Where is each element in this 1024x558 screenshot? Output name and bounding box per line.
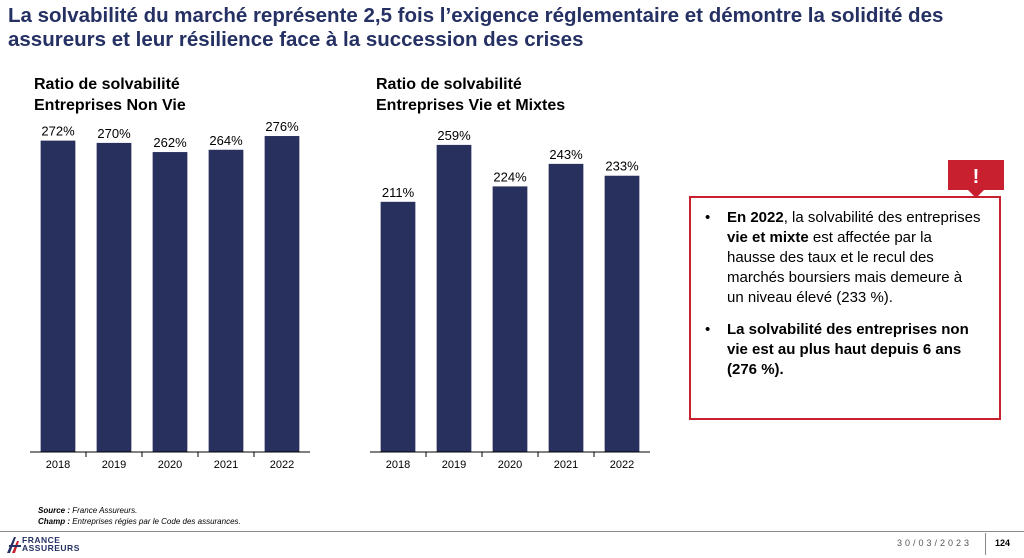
data-label-2019: 270% xyxy=(97,126,131,141)
bar-2020 xyxy=(492,186,528,452)
tick-label-2018: 2018 xyxy=(46,459,70,471)
data-label-2021: 243% xyxy=(549,147,583,162)
bar-2021 xyxy=(548,163,584,452)
footer-date: 30/03/2023 xyxy=(897,538,973,548)
bar-2021 xyxy=(208,149,244,453)
bar-2022 xyxy=(604,175,640,452)
chart-2-title: Ratio de solvabilité Entreprises Vie et … xyxy=(376,74,565,116)
chart-1-title-line2: Entreprises Non Vie xyxy=(34,97,186,114)
chart-non-vie: 272% 2018 270% 2019 262% 2020 264% 2021 276% 2022 xyxy=(30,119,310,471)
data-label-2019: 259% xyxy=(437,128,471,143)
logo-line2: ASSUREURS xyxy=(22,543,80,553)
source-text: France Assureurs. xyxy=(70,506,138,515)
callout-item-1-bold: En 2022 xyxy=(727,209,784,226)
champ-text: Entreprises régies par le Code des assur… xyxy=(70,517,241,526)
callout-item-1-text-b: est affectée par la hausse des taux et l… xyxy=(727,229,963,306)
tick-label-2021: 2021 xyxy=(214,459,238,471)
bullet-1: • xyxy=(705,209,711,226)
data-label-2020: 224% xyxy=(493,169,527,184)
source-note: Source : France Assureurs. xyxy=(38,506,137,515)
tick-label-2022: 2022 xyxy=(270,459,294,471)
champ-note: Champ : Entreprises régies par le Code d… xyxy=(38,517,241,526)
callout-item-2-bold: La solvabilité des entreprises non vie e… xyxy=(727,321,969,378)
bar-2019 xyxy=(436,144,472,452)
chart-2-title-line2: Entreprises Vie et Mixtes xyxy=(376,97,566,114)
tick-label-2018: 2018 xyxy=(386,459,410,471)
bar-2022 xyxy=(264,136,300,452)
callout-item-1: • En 2022, la solvabilité des entreprise… xyxy=(705,208,981,308)
data-label-2022: 233% xyxy=(605,159,639,174)
footer-divider xyxy=(0,531,1024,532)
callout-item-1-text-a: , la solvabilité des entreprises xyxy=(783,209,981,226)
tick-label-2021: 2021 xyxy=(554,459,578,471)
tick-label-2019: 2019 xyxy=(442,459,466,471)
data-label-2018: 211% xyxy=(382,185,415,200)
callout-item-1-bold2: vie et mixte xyxy=(727,229,809,246)
data-label-2018: 272% xyxy=(41,124,75,139)
page-title: La solvabilité du marché représente 2,5 … xyxy=(8,4,944,51)
chart-vie-mixtes: 211% 2018 259% 2019 224% 2020 243% 2021 233% 2022 xyxy=(370,128,650,471)
page-number: 124 xyxy=(995,538,1011,548)
logo-text: FRANCE ASSUREURS xyxy=(22,535,80,553)
page-number-separator xyxy=(985,533,986,555)
alert-icon: ! xyxy=(948,160,1004,198)
chart-2-title-line1: Ratio de solvabilité xyxy=(376,76,522,93)
callout-box: • En 2022, la solvabilité des entreprise… xyxy=(689,196,1001,420)
data-label-2022: 276% xyxy=(265,119,299,134)
tick-label-2020: 2020 xyxy=(498,459,522,471)
france-assureurs-logo-icon xyxy=(7,537,21,553)
chart-1-title-line1: Ratio de solvabilité xyxy=(34,76,180,93)
bullet-2: • xyxy=(705,321,711,338)
chart-1-title: Ratio de solvabilité Entreprises Non Vie xyxy=(34,74,186,116)
bar-2018 xyxy=(40,140,76,452)
bar-2018 xyxy=(380,201,416,452)
tick-label-2022: 2022 xyxy=(610,459,634,471)
data-label-2020: 262% xyxy=(153,135,187,150)
source-label: Source : xyxy=(38,506,71,515)
data-label-2021: 264% xyxy=(209,133,243,148)
logo-line1: FRANCE xyxy=(22,535,61,545)
champ-label: Champ : xyxy=(38,517,70,526)
alert-symbol: ! xyxy=(973,166,980,188)
tick-label-2019: 2019 xyxy=(102,459,126,471)
callout-item-2: • La solvabilité des entreprises non vie… xyxy=(705,320,981,380)
tick-label-2020: 2020 xyxy=(158,459,182,471)
bar-2019 xyxy=(96,142,132,452)
bar-2020 xyxy=(152,152,188,452)
